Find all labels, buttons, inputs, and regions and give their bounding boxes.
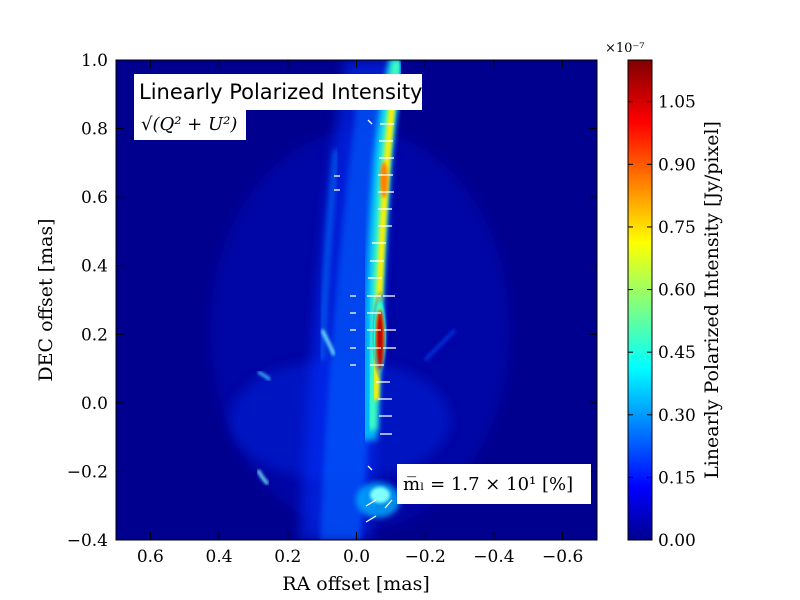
formula-text: √(Q² + U²) (141, 114, 237, 135)
title-box-text: Linearly Polarized Intensity (139, 80, 423, 104)
x-tick-label: −0.4 (473, 547, 514, 567)
colorbar-tick-label: 0.90 (658, 155, 696, 175)
x-tick-label: 0.2 (274, 547, 301, 567)
colorbar-tick-label: 0.45 (658, 343, 696, 363)
y-tick-label: 0.2 (81, 325, 108, 345)
x-tick-label: 0.0 (343, 547, 370, 567)
x-tick-label: −0.6 (542, 547, 583, 567)
colorbar-tick-label: 0.15 (658, 468, 696, 488)
stat-annotation: m̅ₗ = 1.7 × 10¹ [%] (397, 464, 591, 504)
y-tick-label: −0.2 (67, 462, 108, 482)
colorbar: ×10⁻⁷ Linearly Polarized Intensity [Jy/p… (605, 41, 723, 551)
stat-box (397, 464, 591, 504)
y-tick-label: 0.8 (81, 120, 108, 140)
x-axis-label: RA offset [mas] (282, 573, 430, 595)
heatmap-image (116, 60, 597, 540)
colorbar-tick-label: 0.75 (658, 218, 696, 238)
y-tick-label: 0.0 (81, 394, 108, 414)
evpa-vectors (334, 119, 396, 523)
title-box (134, 74, 422, 110)
stat-box-text: m̅ₗ = 1.7 × 10¹ [%] (403, 474, 573, 495)
y-tick-label: 1.0 (81, 51, 108, 71)
colorbar-tick-label: 0.30 (658, 406, 696, 426)
colorbar-tick-label: 1.05 (658, 93, 696, 113)
y-tick-label: −0.4 (67, 531, 108, 551)
formula-box (134, 108, 246, 140)
colorbar-tick-label: 0.60 (658, 281, 696, 301)
title-annotation: Linearly Polarized Intensity √(Q² + U²) (134, 74, 423, 140)
y-tick-label: 0.4 (81, 257, 108, 277)
colorbar-tick-label: 0.00 (658, 531, 696, 551)
colorbar-exponent: ×10⁻⁷ (605, 41, 645, 56)
x-tick-label: 0.4 (206, 547, 233, 567)
colorbar-label: Linearly Polarized Intensity [Jy/pixel] (701, 121, 723, 479)
plot-axes: 0.6 0.4 0.2 0.0 −0.2 −0.4 −0.6 −0.4 −0.2 0.0 0.2 0.… (67, 51, 598, 567)
x-tick-label: 0.6 (137, 547, 164, 567)
colorbar-gradient (627, 59, 653, 541)
x-tick-label: −0.2 (405, 547, 446, 567)
y-tick-label: 0.6 (81, 188, 108, 208)
y-axis-label: DEC offset [mas] (35, 218, 57, 381)
